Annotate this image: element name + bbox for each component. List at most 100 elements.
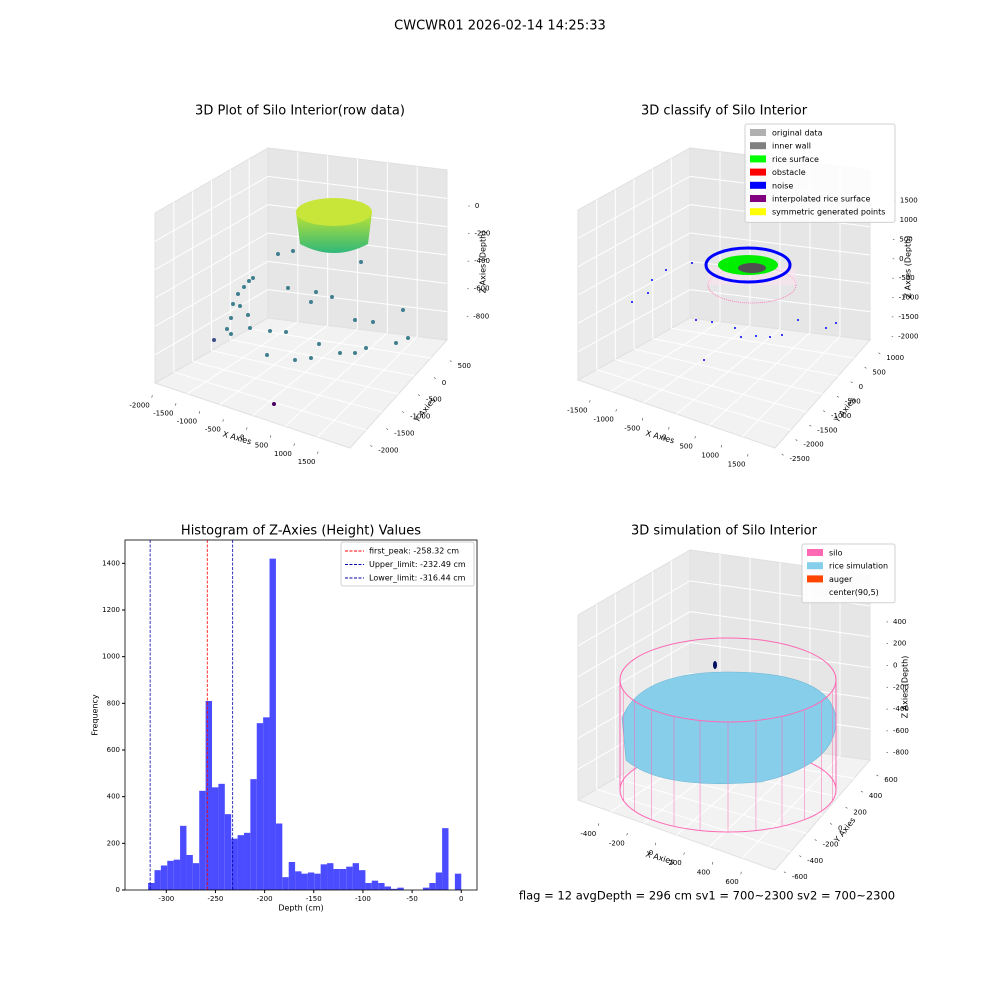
tick-label: -2500 [790, 455, 810, 463]
tick-label: -500 [899, 274, 915, 282]
tick-label: -500 [845, 397, 861, 405]
tick-mark [417, 394, 421, 396]
y-tick-label: 200 [107, 839, 120, 847]
tick-label: -1500 [567, 407, 587, 415]
y-tick-label: 1200 [102, 606, 120, 614]
scatter-point [229, 332, 233, 336]
tick-mark [269, 435, 272, 438]
bar [237, 835, 244, 890]
scatter-point [359, 260, 363, 264]
scatter-point [835, 322, 837, 324]
scatter-point [286, 286, 290, 290]
legend-swatch [807, 562, 823, 570]
tick-mark [878, 352, 881, 355]
tick-mark [386, 428, 389, 430]
tick-mark [795, 439, 798, 441]
tick-mark [850, 381, 853, 384]
tick-label: 0 [649, 849, 653, 857]
scatter-point [238, 304, 242, 308]
scatter-point [734, 327, 736, 329]
tick-label: 0 [662, 434, 666, 442]
legend-label: inner wall [772, 142, 811, 151]
scatter-point [338, 351, 342, 355]
scatter-point [781, 334, 783, 336]
tick-label: 1000 [274, 450, 292, 458]
scatter-point [272, 402, 276, 406]
rice-top [296, 198, 372, 226]
chart-title: 3D classify of Silo Interior [641, 104, 808, 119]
tick-label: -2000 [803, 441, 823, 449]
legend-label: interpolated rice surface [772, 195, 870, 204]
bar [269, 558, 276, 890]
legend-label: original data [772, 129, 823, 138]
tick-label: 1000 [701, 451, 719, 459]
x-tick-label: -300 [158, 895, 174, 903]
bar [192, 863, 200, 890]
bar [186, 855, 193, 890]
y-tick-label: 400 [107, 793, 120, 801]
bar [256, 723, 264, 890]
x-tick-label: 0 [459, 895, 463, 903]
tick-label: -800 [893, 749, 909, 757]
tick-mark [694, 435, 696, 439]
tick-label: -500 [426, 396, 442, 404]
scatter-point [406, 336, 410, 340]
tick-label: -500 [624, 425, 640, 433]
tick-mark [589, 400, 591, 403]
pane-grid [577, 289, 871, 353]
bar [429, 883, 436, 890]
legend-label: obstacle [772, 168, 806, 177]
axis-label: Z Axies (Depth) [479, 231, 488, 294]
scatter-point [353, 318, 357, 322]
scatter-point [769, 336, 771, 338]
bar [422, 887, 430, 890]
tick-mark [370, 445, 373, 447]
tick-label: -1500 [817, 426, 837, 434]
tick-mark [747, 453, 749, 457]
scatter-point [309, 356, 313, 360]
legend-label: rice surface [772, 155, 819, 164]
tick-mark [597, 823, 600, 826]
tick-mark [293, 443, 295, 446]
tick-label: 0 [899, 255, 903, 263]
chart-title: 3D simulation of Silo Interior [631, 524, 818, 539]
bar [371, 880, 379, 890]
figure-title: CWCWR01 2026-02-14 14:25:33 [394, 19, 606, 34]
tick-label: 600 [884, 776, 897, 784]
bar [346, 866, 353, 890]
scatter-point [364, 346, 368, 350]
pane-grid [741, 755, 841, 859]
tick-label: -400 [807, 857, 823, 865]
bar [397, 887, 404, 890]
tick-label: 0 [893, 661, 897, 669]
tick-mark [781, 453, 784, 456]
tick-mark [401, 411, 405, 413]
tick-mark [836, 395, 839, 398]
tick-mark [641, 418, 644, 421]
legend-swatch [807, 575, 823, 583]
tick-mark [740, 871, 742, 875]
tick-label: 1000 [900, 216, 918, 224]
scatter-point [703, 359, 705, 361]
bar [160, 865, 168, 890]
bar [180, 825, 187, 890]
scatter-point [695, 319, 697, 321]
bar [359, 870, 366, 890]
bar [231, 838, 238, 890]
bar [352, 863, 360, 890]
tick-label: 500 [899, 235, 912, 243]
tick-mark [823, 410, 826, 413]
tick-label: -1000 [831, 412, 851, 420]
tick-label: 0 [442, 379, 446, 387]
tick-label: -200 [823, 841, 839, 849]
bar [295, 871, 302, 890]
x-tick-label: -250 [208, 895, 224, 903]
scatter-point [248, 326, 252, 330]
tick-mark [222, 419, 224, 422]
bar [218, 783, 225, 890]
scatter-point [371, 320, 375, 324]
tick-mark [830, 823, 833, 825]
tick-label: -200 [609, 840, 625, 848]
bar [320, 864, 328, 890]
tick-label: 1500 [298, 458, 316, 466]
